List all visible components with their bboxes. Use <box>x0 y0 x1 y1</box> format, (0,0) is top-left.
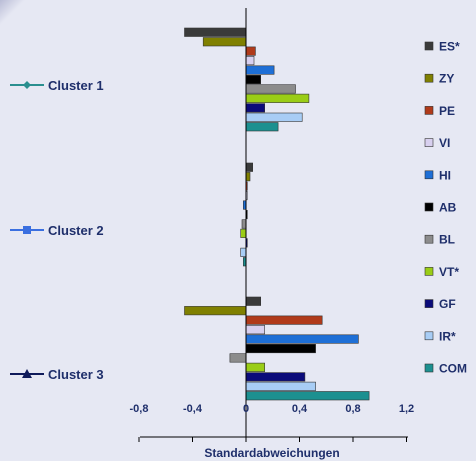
bar-ES-cluster-2 <box>245 162 253 172</box>
x-axis-label: Standardabweichungen <box>204 446 339 460</box>
legend-swatch <box>424 41 434 51</box>
legend-label: BL <box>439 233 455 247</box>
bar-HI-cluster-1 <box>245 65 275 75</box>
bar-IR-cluster-1 <box>245 112 303 122</box>
legend-swatch <box>424 202 434 212</box>
bar-BL-cluster-2 <box>241 219 247 229</box>
bar-GF-cluster-1 <box>245 103 266 113</box>
legend-label: ES* <box>439 40 460 54</box>
bar-VT-cluster-3 <box>245 362 266 372</box>
diamond-marker-icon <box>23 81 31 89</box>
bar-AB-cluster-1 <box>245 75 261 85</box>
cluster-labels: Cluster 1 Cluster 2 Cluster 3 <box>10 78 104 382</box>
legend-label: AB <box>439 201 457 215</box>
bar-VT-cluster-1 <box>245 93 310 103</box>
legend-swatch <box>424 299 434 308</box>
cluster-1-label: Cluster 1 <box>48 78 104 93</box>
bar-HI-cluster-3 <box>245 334 359 344</box>
x-tick-label: -0,4 <box>183 403 203 415</box>
legend-label: PE <box>439 104 455 118</box>
cluster-2-label: Cluster 2 <box>48 223 104 238</box>
x-tick-label: 0,4 <box>292 403 308 415</box>
legend-swatch <box>424 234 434 244</box>
x-tick-label: -0,8 <box>130 403 149 415</box>
legend-label: ZY <box>439 72 454 86</box>
bars-layer <box>184 27 370 401</box>
bar-ZY-cluster-1 <box>202 37 247 47</box>
bar-GF-cluster-3 <box>245 372 306 382</box>
legend-label: VI <box>439 136 450 150</box>
legend-label: VT* <box>439 265 459 279</box>
bar-IR-cluster-2 <box>240 247 247 257</box>
legend-swatch <box>424 170 434 180</box>
square-marker-icon <box>23 226 31 234</box>
cluster-3-label: Cluster 3 <box>48 367 104 382</box>
legend: ES* ZY PE VI HI AB BL VT* GF IR* COM <box>424 40 467 376</box>
legend-swatch <box>424 363 434 373</box>
bar-ZY-cluster-2 <box>245 172 251 182</box>
bar-AB-cluster-3 <box>245 343 316 354</box>
x-tick-label: 0,8 <box>345 403 360 415</box>
x-tick-label: 1,2 <box>399 403 414 415</box>
legend-label: HI <box>439 168 451 182</box>
legend-label: GF <box>439 297 456 311</box>
x-tick-label: 0 <box>243 403 249 415</box>
legend-swatch <box>424 73 434 83</box>
bar-ZY-cluster-3 <box>184 306 247 316</box>
bar-VT-cluster-2 <box>240 228 247 238</box>
triangle-marker-icon <box>22 369 32 378</box>
legend-swatch <box>424 138 434 147</box>
bar-ES-cluster-3 <box>245 296 261 306</box>
bar-VI-cluster-1 <box>245 55 255 66</box>
legend-swatch <box>424 267 434 276</box>
bar-PE-cluster-3 <box>245 315 323 325</box>
legend-swatch <box>424 106 434 115</box>
bar-PE-cluster-1 <box>245 46 256 56</box>
x-ticks: -0,8 -0,4 0 0,4 0,8 1,2 <box>130 403 414 442</box>
legend-label: COM <box>439 362 467 376</box>
legend-label: IR* <box>439 329 456 343</box>
bar-BL-cluster-3 <box>229 353 247 363</box>
bar-COM-cluster-1 <box>245 122 279 132</box>
bar-COM-cluster-3 <box>245 391 370 401</box>
bar-IR-cluster-3 <box>245 381 316 391</box>
legend-swatch <box>424 331 434 341</box>
bar-BL-cluster-1 <box>245 84 296 94</box>
bar-ES-cluster-1 <box>184 27 247 37</box>
bar-VI-cluster-3 <box>245 325 266 335</box>
